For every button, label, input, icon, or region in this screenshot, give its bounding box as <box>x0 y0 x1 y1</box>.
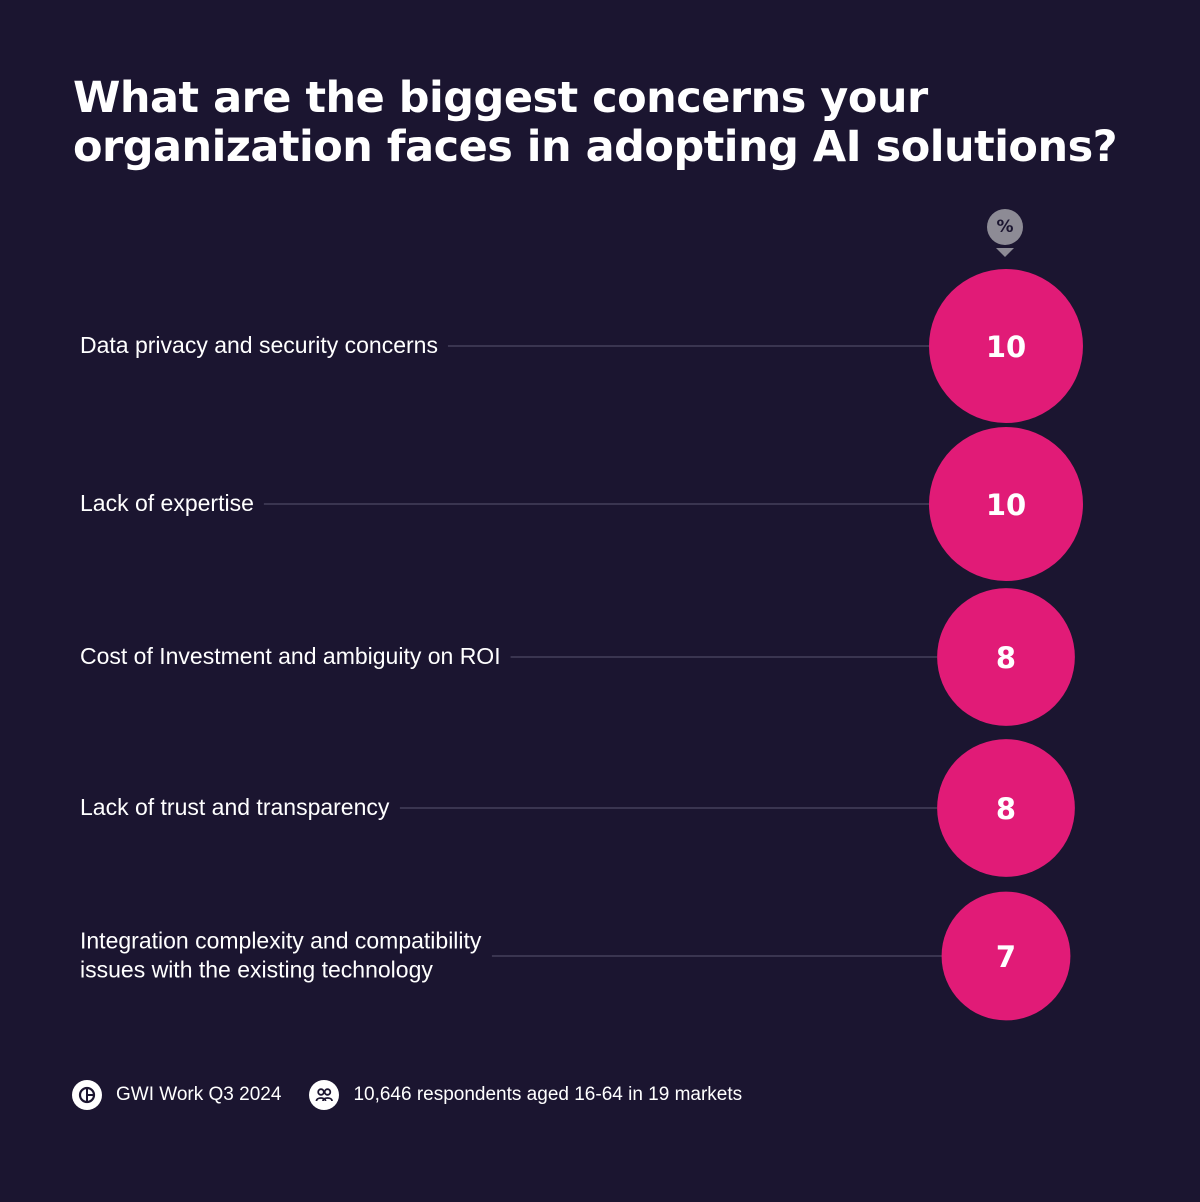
chart-row: Data privacy and security concerns 10 <box>80 269 1083 423</box>
category-label: Lack of expertise <box>80 490 254 516</box>
chart-title: What are the biggest concerns your organ… <box>73 73 1118 172</box>
people-icon <box>309 1080 340 1110</box>
value-label: 8 <box>996 792 1016 826</box>
source-label: GWI Work Q3 2024 <box>116 1084 282 1105</box>
value-label: 8 <box>996 641 1016 675</box>
percent-unit-marker: % <box>987 209 1023 259</box>
category-label: Data privacy and security concerns <box>80 332 438 358</box>
chevron-down-icon <box>996 248 1014 257</box>
respondents-label: 10,646 respondents aged 16-64 in 19 mark… <box>353 1084 743 1105</box>
value-bubble <box>937 588 1075 726</box>
chart-footer: GWI Work Q3 2024 10,646 respondents aged… <box>72 1080 770 1110</box>
value-label: 10 <box>986 488 1026 522</box>
category-label: Cost of Investment and ambiguity on ROI <box>80 643 501 669</box>
chart-row: Integration complexity and compatibility… <box>80 891 1071 1021</box>
value-bubble <box>937 739 1075 877</box>
gwi-logo-icon <box>72 1080 102 1110</box>
chart-row: Lack of expertise 10 <box>80 427 1083 581</box>
value-bubble <box>929 269 1083 423</box>
value-label: 7 <box>996 940 1016 974</box>
category-label: Lack of trust and transparency <box>80 794 390 820</box>
chart-row: Lack of trust and transparency 8 <box>80 739 1075 877</box>
percent-badge: % <box>987 209 1023 245</box>
chart-row: Cost of Investment and ambiguity on ROI 8 <box>80 588 1075 726</box>
source-info: GWI Work Q3 2024 <box>72 1080 281 1110</box>
value-label: 10 <box>986 330 1026 364</box>
value-bubble <box>941 891 1071 1021</box>
category-label: Integration complexity and compatibility… <box>80 928 482 983</box>
respondents-info: 10,646 respondents aged 16-64 in 19 mark… <box>309 1080 742 1110</box>
value-bubble <box>929 427 1083 581</box>
